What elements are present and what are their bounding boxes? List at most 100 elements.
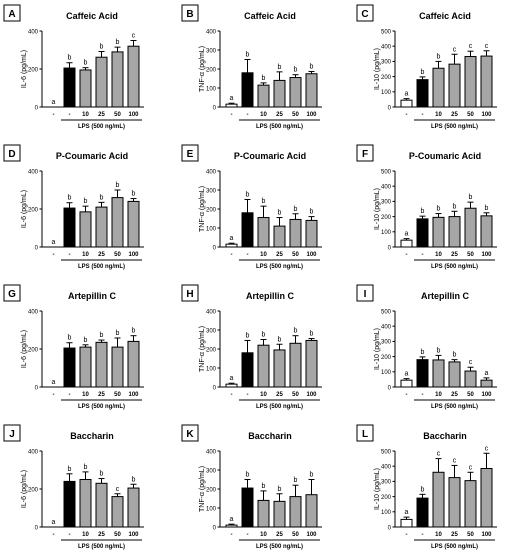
significance-label: c xyxy=(132,33,136,40)
panel-l: L Baccharin IL-10 (pg/mL) 0 100 200 300 400 500 a… xyxy=(356,424,497,550)
x-axis-label: LPS (500 ng/mL) xyxy=(78,264,125,270)
y-tick-label: 300 xyxy=(206,188,217,194)
panel-title: Caffeic Acid xyxy=(66,11,118,21)
significance-label: b xyxy=(132,191,136,198)
y-tick-label: 500 xyxy=(381,309,392,315)
y-tick-label: 400 xyxy=(206,309,217,315)
bar xyxy=(305,339,318,388)
bar xyxy=(448,361,461,388)
significance-label: c xyxy=(469,464,473,471)
significance-label: b xyxy=(294,328,298,335)
panel-title: P-Coumaric Acid xyxy=(409,151,481,161)
x-tick-label: 50 xyxy=(467,252,474,258)
y-tick-label: 200 xyxy=(28,67,39,73)
panel-c: C Caffeic Acid IL-10 (pg/mL) 0 100 200 300 400 5… xyxy=(356,4,497,130)
bar xyxy=(79,346,92,388)
x-tick-label: - xyxy=(231,112,233,118)
bar xyxy=(95,341,108,388)
bar xyxy=(111,496,124,528)
y-axis-label: IL-6 (pg/mL) xyxy=(21,190,28,228)
bar xyxy=(111,346,124,388)
x-tick-label: 25 xyxy=(276,252,283,258)
x-tick-label: 50 xyxy=(114,392,121,398)
x-axis-label: LPS (500 ng/mL) xyxy=(78,544,125,550)
y-axis-label: IL-10 (pg/mL) xyxy=(374,328,381,370)
x-tick-label: - xyxy=(247,532,249,538)
y-tick-label: 200 xyxy=(206,347,217,353)
bar xyxy=(273,500,286,528)
x-tick-label: 10 xyxy=(82,252,89,258)
x-tick-label: 25 xyxy=(451,112,458,118)
significance-label: b xyxy=(246,332,250,339)
panel-letter: L xyxy=(362,429,368,440)
significance-label: b xyxy=(469,194,473,201)
significance-label: b xyxy=(84,198,88,205)
bar xyxy=(464,370,477,388)
bar xyxy=(225,103,238,108)
bar xyxy=(127,45,140,108)
panel-letter-box xyxy=(356,4,374,22)
panel-g: G Artepillin C IL-6 (pg/mL) 0 200 400 a - b - b 10 b… xyxy=(3,284,144,410)
x-tick-label: 100 xyxy=(128,532,139,538)
y-axis-label: IL-10 (pg/mL) xyxy=(374,188,381,230)
y-tick-label: 300 xyxy=(381,60,392,66)
y-tick-label: 400 xyxy=(28,29,39,35)
panel-j: J Baccharin IL-6 (pg/mL) 0 200 400 a - b - b 10 b 25 c… xyxy=(3,424,144,550)
bar xyxy=(464,56,477,108)
x-tick-label: 10 xyxy=(435,112,442,118)
y-tick-label: 0 xyxy=(35,525,39,531)
panel-letter: F xyxy=(362,149,368,160)
significance-label: c xyxy=(453,46,457,53)
x-tick-label: 10 xyxy=(435,252,442,258)
x-tick-label: 10 xyxy=(82,112,89,118)
y-tick-label: 400 xyxy=(206,169,217,175)
significance-label: c xyxy=(453,457,457,464)
panel-letter: B xyxy=(186,9,193,20)
significance-label: a xyxy=(230,235,234,242)
x-tick-label: - xyxy=(53,252,55,258)
x-tick-label: 25 xyxy=(276,392,283,398)
bar xyxy=(79,479,92,528)
bar xyxy=(305,494,318,528)
bar xyxy=(273,79,286,108)
panel-e: E P-Coumaric Acid TNF-α (pg/mL) 0 100 200 300 4… xyxy=(181,144,322,270)
panel-letter-box xyxy=(181,144,199,162)
x-axis-label: LPS (500 ng/mL) xyxy=(256,124,303,130)
y-tick-label: 300 xyxy=(381,480,392,486)
x-axis-label: LPS (500 ng/mL) xyxy=(256,404,303,410)
x-tick-label: 50 xyxy=(467,532,474,538)
significance-label: b xyxy=(278,336,282,343)
significance-label: b xyxy=(310,331,314,338)
significance-label: c xyxy=(469,359,473,366)
y-axis-label: TNF-α (pg/mL) xyxy=(199,186,206,232)
panel-letter: G xyxy=(8,289,16,300)
significance-label: b xyxy=(453,203,457,210)
bar xyxy=(432,216,445,248)
x-tick-label: 25 xyxy=(98,252,105,258)
panel-letter-box xyxy=(356,284,374,302)
x-axis-label: LPS (500 ng/mL) xyxy=(431,264,478,270)
significance-label: b xyxy=(100,44,104,51)
bar xyxy=(480,467,493,528)
x-tick-label: - xyxy=(53,532,55,538)
panel-letter: I xyxy=(364,289,367,300)
bar xyxy=(400,379,413,388)
bar xyxy=(63,207,76,248)
significance-label: a xyxy=(405,371,409,378)
significance-label: b xyxy=(294,67,298,74)
x-tick-label: 25 xyxy=(98,392,105,398)
x-tick-label: - xyxy=(69,532,71,538)
bar xyxy=(416,79,429,108)
significance-label: a xyxy=(52,519,56,526)
y-axis-label: IL-10 (pg/mL) xyxy=(374,468,381,510)
y-tick-label: 500 xyxy=(381,29,392,35)
bar xyxy=(400,518,413,528)
y-tick-label: 400 xyxy=(28,169,39,175)
bar xyxy=(464,207,477,248)
x-tick-label: 10 xyxy=(260,112,267,118)
y-tick-label: 0 xyxy=(388,245,392,251)
panel-title: Baccharin xyxy=(248,431,292,441)
bar xyxy=(95,206,108,248)
x-tick-label: - xyxy=(231,532,233,538)
x-tick-label: 100 xyxy=(128,392,139,398)
